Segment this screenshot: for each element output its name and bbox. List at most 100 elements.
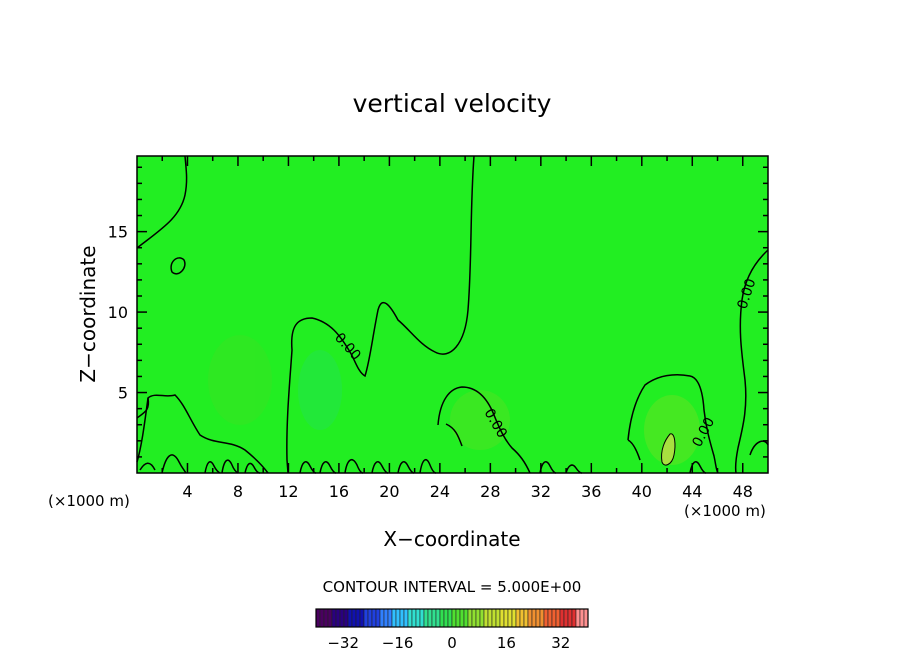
contour-line xyxy=(627,439,641,461)
contour-line xyxy=(170,257,186,275)
contour-line xyxy=(139,462,156,471)
x-tick-label: 48 xyxy=(733,482,753,501)
colorbar-cell xyxy=(443,608,449,628)
colorbar-cell xyxy=(551,608,557,628)
x-tick-label: 28 xyxy=(480,482,500,501)
colorbar-cell xyxy=(555,608,561,628)
colorbar-cell xyxy=(531,608,537,628)
colorbar-cell xyxy=(379,608,385,628)
colorbar-cell xyxy=(411,608,417,628)
colorbar-cell xyxy=(399,608,405,628)
colorbar-cell xyxy=(335,608,341,628)
contour-line xyxy=(344,458,364,474)
x-tick-label: 20 xyxy=(379,482,399,501)
colorbar-cell xyxy=(439,608,445,628)
contour-line xyxy=(221,459,239,474)
x-tick-label: 36 xyxy=(581,482,601,501)
contour-line xyxy=(437,386,531,474)
colorbar-cell xyxy=(327,608,333,628)
colorbar-cell xyxy=(535,608,541,628)
contour-line xyxy=(419,458,437,474)
colorbar-cell xyxy=(371,608,377,628)
x-tick-label: 32 xyxy=(531,482,551,501)
colorbar-cell xyxy=(571,608,577,628)
contour-line xyxy=(204,461,221,474)
y-tick-label: 15 xyxy=(108,223,128,242)
colorbar-cell xyxy=(511,608,517,628)
colorbar-cell xyxy=(471,608,477,628)
colorbar-cell xyxy=(343,608,349,628)
contour-line xyxy=(136,397,150,419)
x-tick-label: 16 xyxy=(329,482,349,501)
colorbar-cell xyxy=(563,608,569,628)
colorbar-tick-label: 16 xyxy=(497,634,516,652)
colorbar-cell xyxy=(363,608,369,628)
contour-line xyxy=(445,423,463,447)
contour-line xyxy=(734,249,769,474)
colorbar-cell xyxy=(491,608,497,628)
colorbar-cell xyxy=(391,608,397,628)
colorbar-cell xyxy=(519,608,525,628)
colorbar-cell xyxy=(419,608,425,628)
colorbar-cell xyxy=(503,608,509,628)
colorbar-cell xyxy=(499,608,505,628)
plot-frame xyxy=(136,155,769,474)
colorbar-cell xyxy=(547,608,553,628)
contour-interval-label: CONTOUR INTERVAL = 5.000E+00 xyxy=(323,578,582,596)
x-tick-label: 12 xyxy=(278,482,298,501)
positive-updraft-region xyxy=(661,433,676,466)
colorbar-cell xyxy=(575,608,581,628)
colorbar-tick-labels: −32 −16 0 16 32 xyxy=(327,634,570,652)
colorbar-cell xyxy=(319,608,325,628)
colorbar-cell xyxy=(427,608,433,628)
colorbar-cell xyxy=(463,608,469,628)
contour-lines xyxy=(136,155,769,474)
colorbar-cell xyxy=(451,608,457,628)
colorbar-tick-label: −16 xyxy=(382,634,414,652)
field-shading xyxy=(208,335,700,465)
contour-line xyxy=(627,373,719,474)
colorbar-cell xyxy=(539,608,545,628)
colorbar-cell xyxy=(447,608,453,628)
y-tick-label: 5 xyxy=(118,384,128,403)
x-axis-label: X−coordinate xyxy=(383,527,520,551)
colorbar-cell xyxy=(483,608,489,628)
y-tick-label: 10 xyxy=(108,303,128,322)
colorbar-cell xyxy=(351,608,357,628)
colorbar-cell xyxy=(523,608,529,628)
colorbar-cell xyxy=(435,608,441,628)
colorbar-cell xyxy=(323,608,329,628)
x-tick-label: 40 xyxy=(632,482,652,501)
colorbar-tick-label: 0 xyxy=(447,634,457,652)
colorbar-frame xyxy=(315,608,589,628)
contour-line xyxy=(749,440,769,456)
colorbar-cell xyxy=(423,608,429,628)
colorbar-cell xyxy=(431,608,437,628)
contour-line xyxy=(161,454,187,474)
colorbar-cell xyxy=(415,608,421,628)
y-tick-labels: 5 10 15 xyxy=(108,223,128,403)
colorbar-tick-label: 32 xyxy=(551,634,570,652)
colorbar-cell xyxy=(387,608,393,628)
colorbar-cell xyxy=(355,608,361,628)
axis-ticks xyxy=(137,156,768,473)
x-tick-label: 4 xyxy=(182,482,192,501)
x-tick-label: 8 xyxy=(233,482,243,501)
chart-title: vertical velocity xyxy=(353,89,552,118)
x-tick-labels: 4 8 12 16 20 24 28 32 36 40 44 48 xyxy=(182,482,753,501)
colorbar-cell xyxy=(515,608,521,628)
contour-line xyxy=(136,155,188,249)
colorbar-cell xyxy=(467,608,473,628)
x-unit-label-left: (×1000 m) xyxy=(48,492,130,510)
colorbar-cell xyxy=(383,608,389,628)
contour-line xyxy=(286,155,475,474)
colorbar-cell xyxy=(527,608,533,628)
colorbar-cell xyxy=(507,608,513,628)
colorbar-cell xyxy=(339,608,345,628)
x-unit-label-right: (×1000 m) xyxy=(684,502,766,520)
colorbar-cell xyxy=(375,608,381,628)
x-tick-label: 44 xyxy=(682,482,702,501)
colorbar-cell xyxy=(475,608,481,628)
colorbar-cell xyxy=(367,608,373,628)
